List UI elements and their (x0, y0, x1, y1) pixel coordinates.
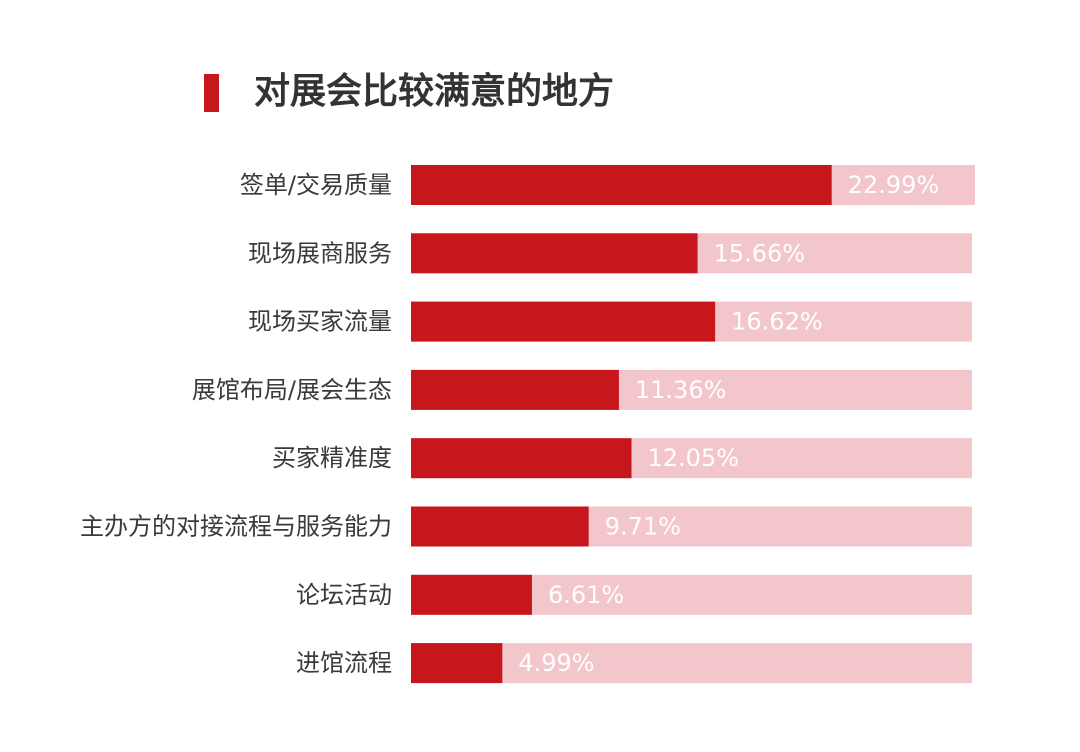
category-label: 主办方的对接流程与服务能力 (80, 513, 392, 541)
category-label: 现场买家流量 (248, 308, 392, 336)
bar (411, 643, 503, 684)
bar (411, 574, 532, 615)
bar (411, 506, 589, 547)
chart-title: 对展会比较满意的地方 (254, 71, 615, 112)
category-label: 展馆布局/展会生态 (192, 376, 392, 404)
value-label: 16.62% (731, 308, 823, 336)
value-label: 22.99% (848, 171, 940, 199)
value-label: 6.61% (548, 581, 624, 609)
title-accent-bar (204, 74, 219, 112)
bar (411, 369, 619, 410)
bar (411, 233, 698, 274)
category-label: 论坛活动 (296, 581, 392, 609)
bar (411, 165, 832, 205)
value-label: 15.66% (714, 239, 806, 267)
category-label: 签单/交易质量 (240, 171, 392, 199)
value-label: 9.71% (605, 513, 681, 541)
value-label: 12.05% (648, 444, 740, 472)
category-label: 现场展商服务 (248, 239, 392, 267)
category-label: 买家精准度 (272, 444, 392, 472)
category-label: 进馆流程 (296, 649, 392, 677)
bar (411, 301, 716, 342)
bar-track (411, 643, 972, 684)
value-label: 11.36% (635, 376, 727, 404)
value-label: 4.99% (518, 649, 594, 677)
bar (411, 438, 632, 479)
